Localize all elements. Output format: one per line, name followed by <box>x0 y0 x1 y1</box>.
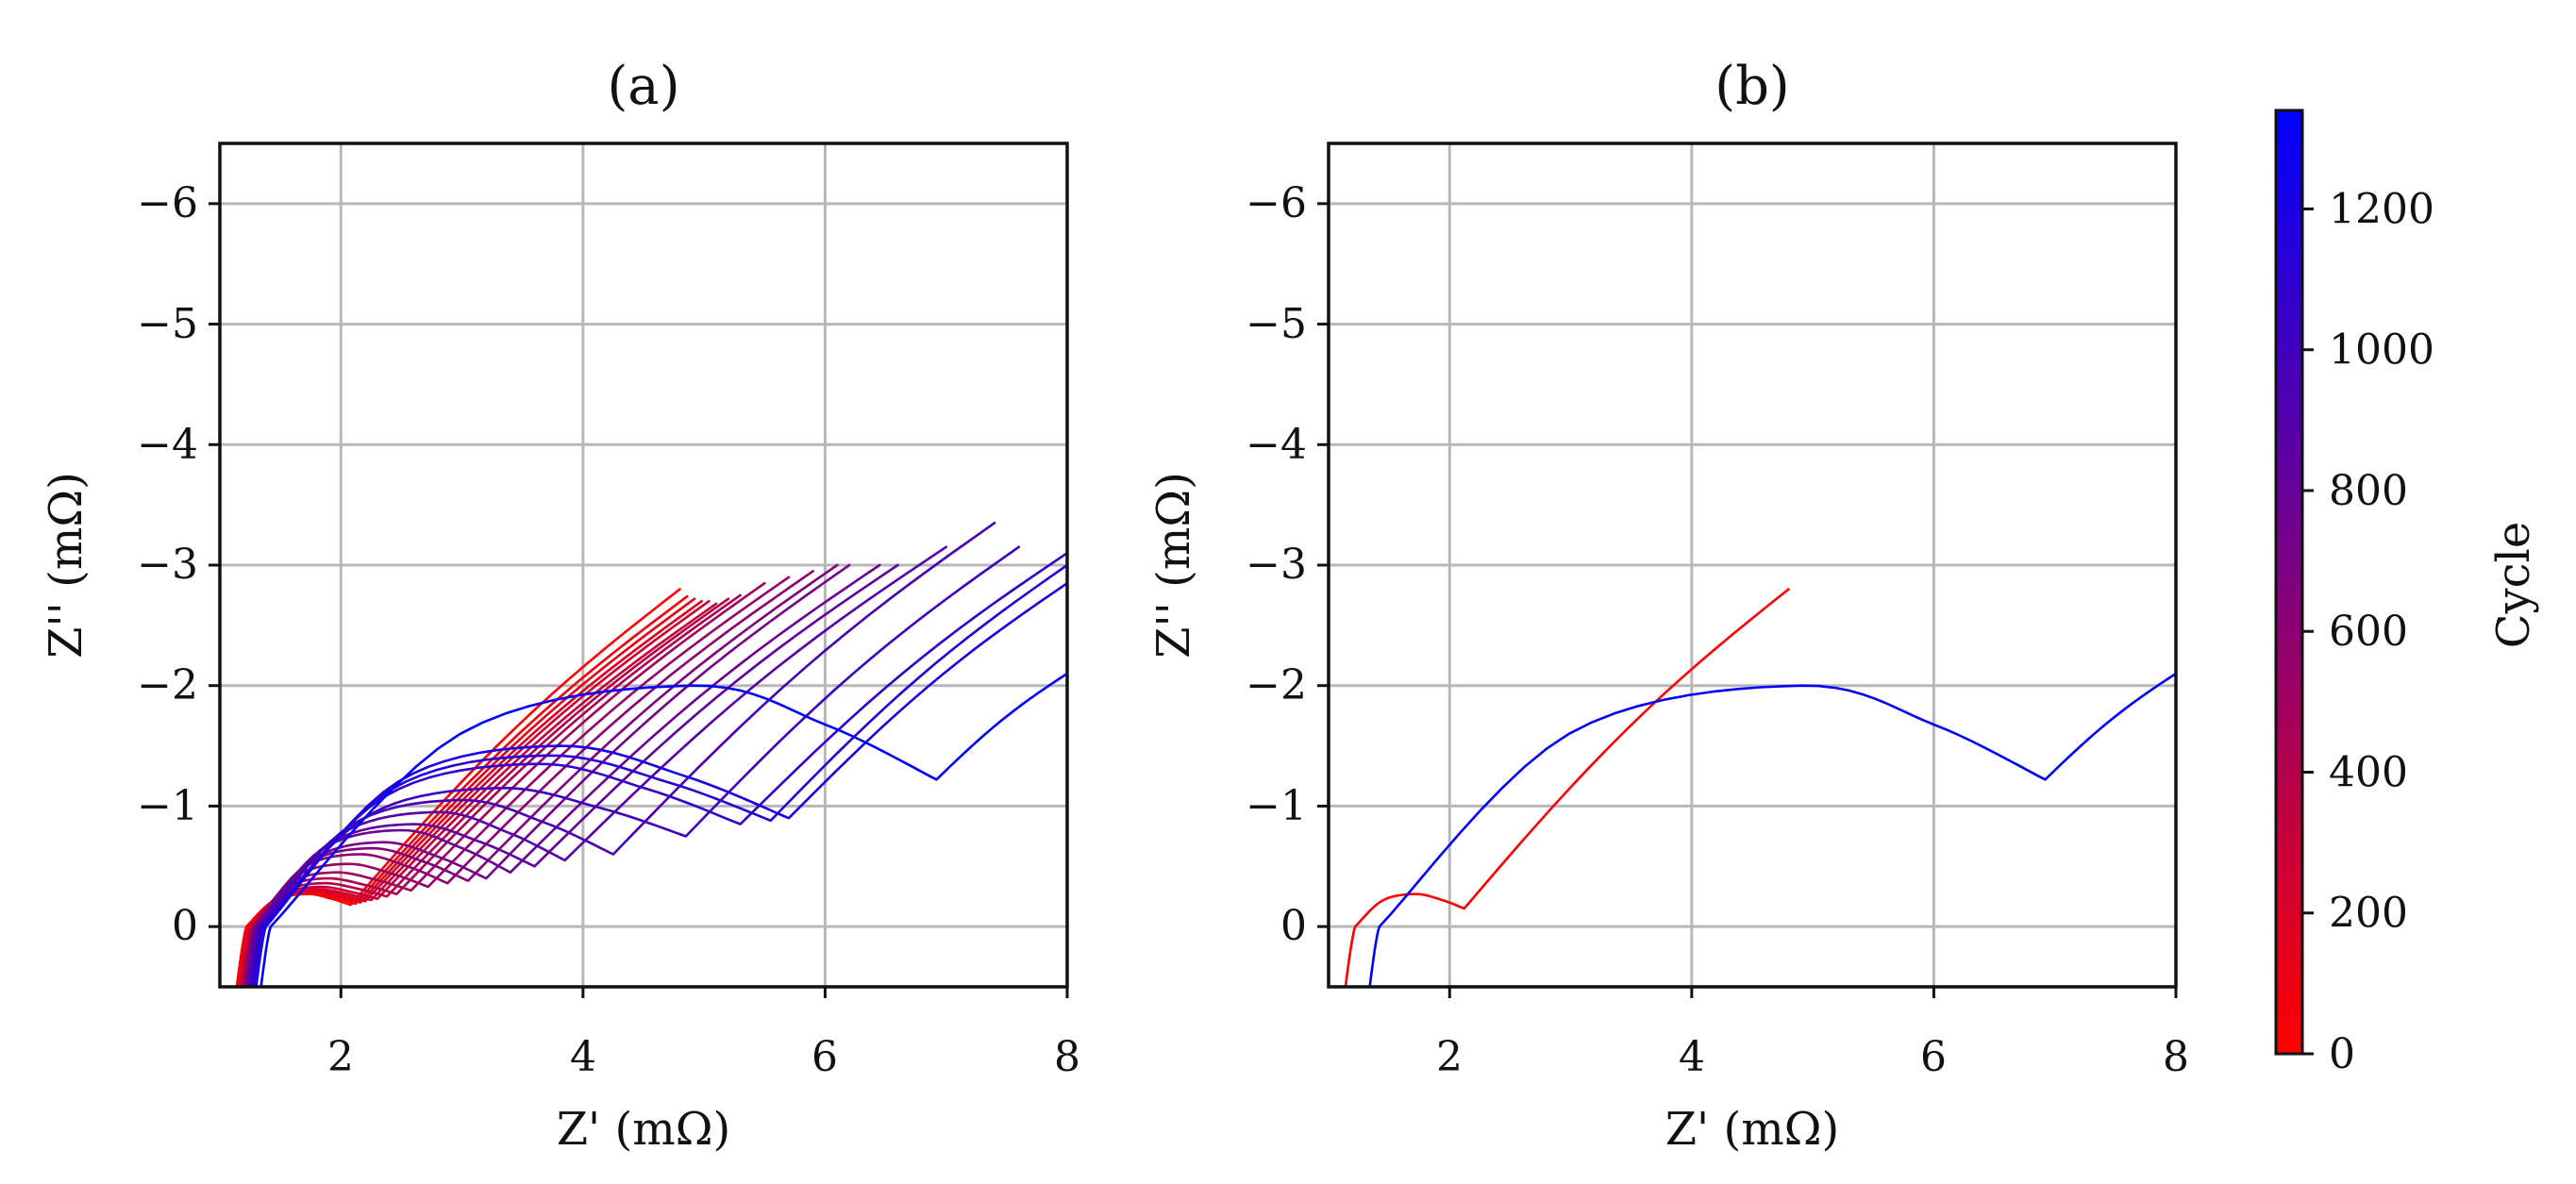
panel-b-title: (b) <box>1715 56 1790 117</box>
panel-b-ylabel: Z'' (mΩ) <box>1147 472 1200 659</box>
panel-b-xtick-label: 6 <box>1920 1033 1947 1081</box>
panel-a-frame <box>218 142 1069 989</box>
panel-a-xlabel: Z' (mΩ) <box>557 1103 731 1156</box>
panel-b: (b) 2 4 6 8 −6 −5 −4 −3 −2 −1 0 Z' (mΩ) … <box>1147 56 2189 1156</box>
panel-a-ylabel: Z'' (mΩ) <box>40 472 92 659</box>
panel-b-xticks: 2 4 6 8 <box>1436 1033 2189 1081</box>
panel-a-xtick-label: 8 <box>1054 1033 1080 1081</box>
panel-b-ytick-label: −6 <box>1246 179 1307 227</box>
panel-a: (a) 2 4 6 8 −6 −5 −4 −3 −2 −1 0 Z' (mΩ) … <box>40 56 1080 1156</box>
panel-a-curves <box>235 522 1067 987</box>
panel-b-xtick-label: 4 <box>1679 1033 1705 1081</box>
panel-a-series-cycle-840 <box>246 563 899 987</box>
panel-b-ytick-label: −5 <box>1246 300 1307 348</box>
panel-a-xtick-label: 6 <box>811 1033 838 1081</box>
panel-a-grid <box>209 143 1069 998</box>
panel-a-ytick-label: −4 <box>137 421 198 469</box>
panel-a-xtick-label: 2 <box>327 1033 354 1081</box>
panel-b-ytick-label: −4 <box>1246 421 1307 469</box>
panel-b-ytick-label: −2 <box>1246 661 1307 709</box>
panel-a-series-cycle-960 <box>248 522 996 987</box>
panel-b-curves <box>1344 588 2176 987</box>
panel-b-series-cycle-1340 <box>1368 672 2176 987</box>
panel-b-xtick-label: 8 <box>2163 1033 2189 1081</box>
panel-a-series-cycle-900 <box>247 545 947 987</box>
panel-b-series-cycle-0 <box>1344 588 1790 987</box>
panel-b-ytick-label: −1 <box>1246 782 1307 830</box>
colorbar-ticks: 0 200 400 600 800 1000 1200 <box>2302 185 2434 1078</box>
panel-b-ytick-label: −3 <box>1246 541 1307 589</box>
panel-b-frame <box>1327 142 2178 989</box>
panel-a-yticks: −6 −5 −4 −3 −2 −1 0 <box>137 179 198 950</box>
colorbar-label: Cycle <box>2487 522 2540 648</box>
panel-b-ytick-label: 0 <box>1280 902 1307 950</box>
colorbar-tick-label: 400 <box>2329 748 2408 796</box>
colorbar-tick-label: 800 <box>2329 467 2408 515</box>
panel-a-ytick-label: −6 <box>137 179 198 227</box>
colorbar-gradient <box>2274 108 2304 1056</box>
colorbar-tick-label: 1000 <box>2329 326 2434 375</box>
colorbar-tick-label: 200 <box>2329 890 2408 938</box>
panel-b-yticks: −6 −5 −4 −3 −2 −1 0 <box>1246 179 1307 950</box>
panel-b-xtick-label: 2 <box>1436 1033 1463 1081</box>
colorbar-tick-label: 0 <box>2329 1030 2355 1078</box>
panel-a-ytick-label: −1 <box>137 782 198 830</box>
panel-a-ytick-label: 0 <box>172 902 198 950</box>
panel-a-title: (a) <box>607 56 679 117</box>
panel-a-series-cycle-1340 <box>259 672 1067 987</box>
panel-a-ytick-label: −5 <box>137 300 198 348</box>
panel-b-grid <box>1317 143 2178 998</box>
colorbar: 0 200 400 600 800 1000 1200 Cycle <box>2274 108 2540 1078</box>
panel-a-series-cycle-720 <box>244 563 851 987</box>
panel-a-series-cycle-660 <box>243 563 839 987</box>
panel-a-series-cycle-600 <box>243 570 814 987</box>
colorbar-tick-label: 600 <box>2329 608 2408 656</box>
panel-b-xlabel: Z' (mΩ) <box>1665 1103 1840 1156</box>
panel-a-series-cycle-300 <box>240 602 718 987</box>
panel-a-series-cycle-1140 <box>252 563 1067 987</box>
panel-a-series-cycle-1200 <box>255 581 1067 987</box>
panel-a-ytick-label: −3 <box>137 541 198 589</box>
panel-a-xticks: 2 4 6 8 <box>327 1033 1080 1081</box>
panel-a-ytick-label: −2 <box>137 661 198 709</box>
colorbar-tick-label: 1200 <box>2329 185 2434 233</box>
panel-a-xtick-label: 4 <box>570 1033 596 1081</box>
panel-a-series-cycle-1020 <box>250 545 1020 987</box>
